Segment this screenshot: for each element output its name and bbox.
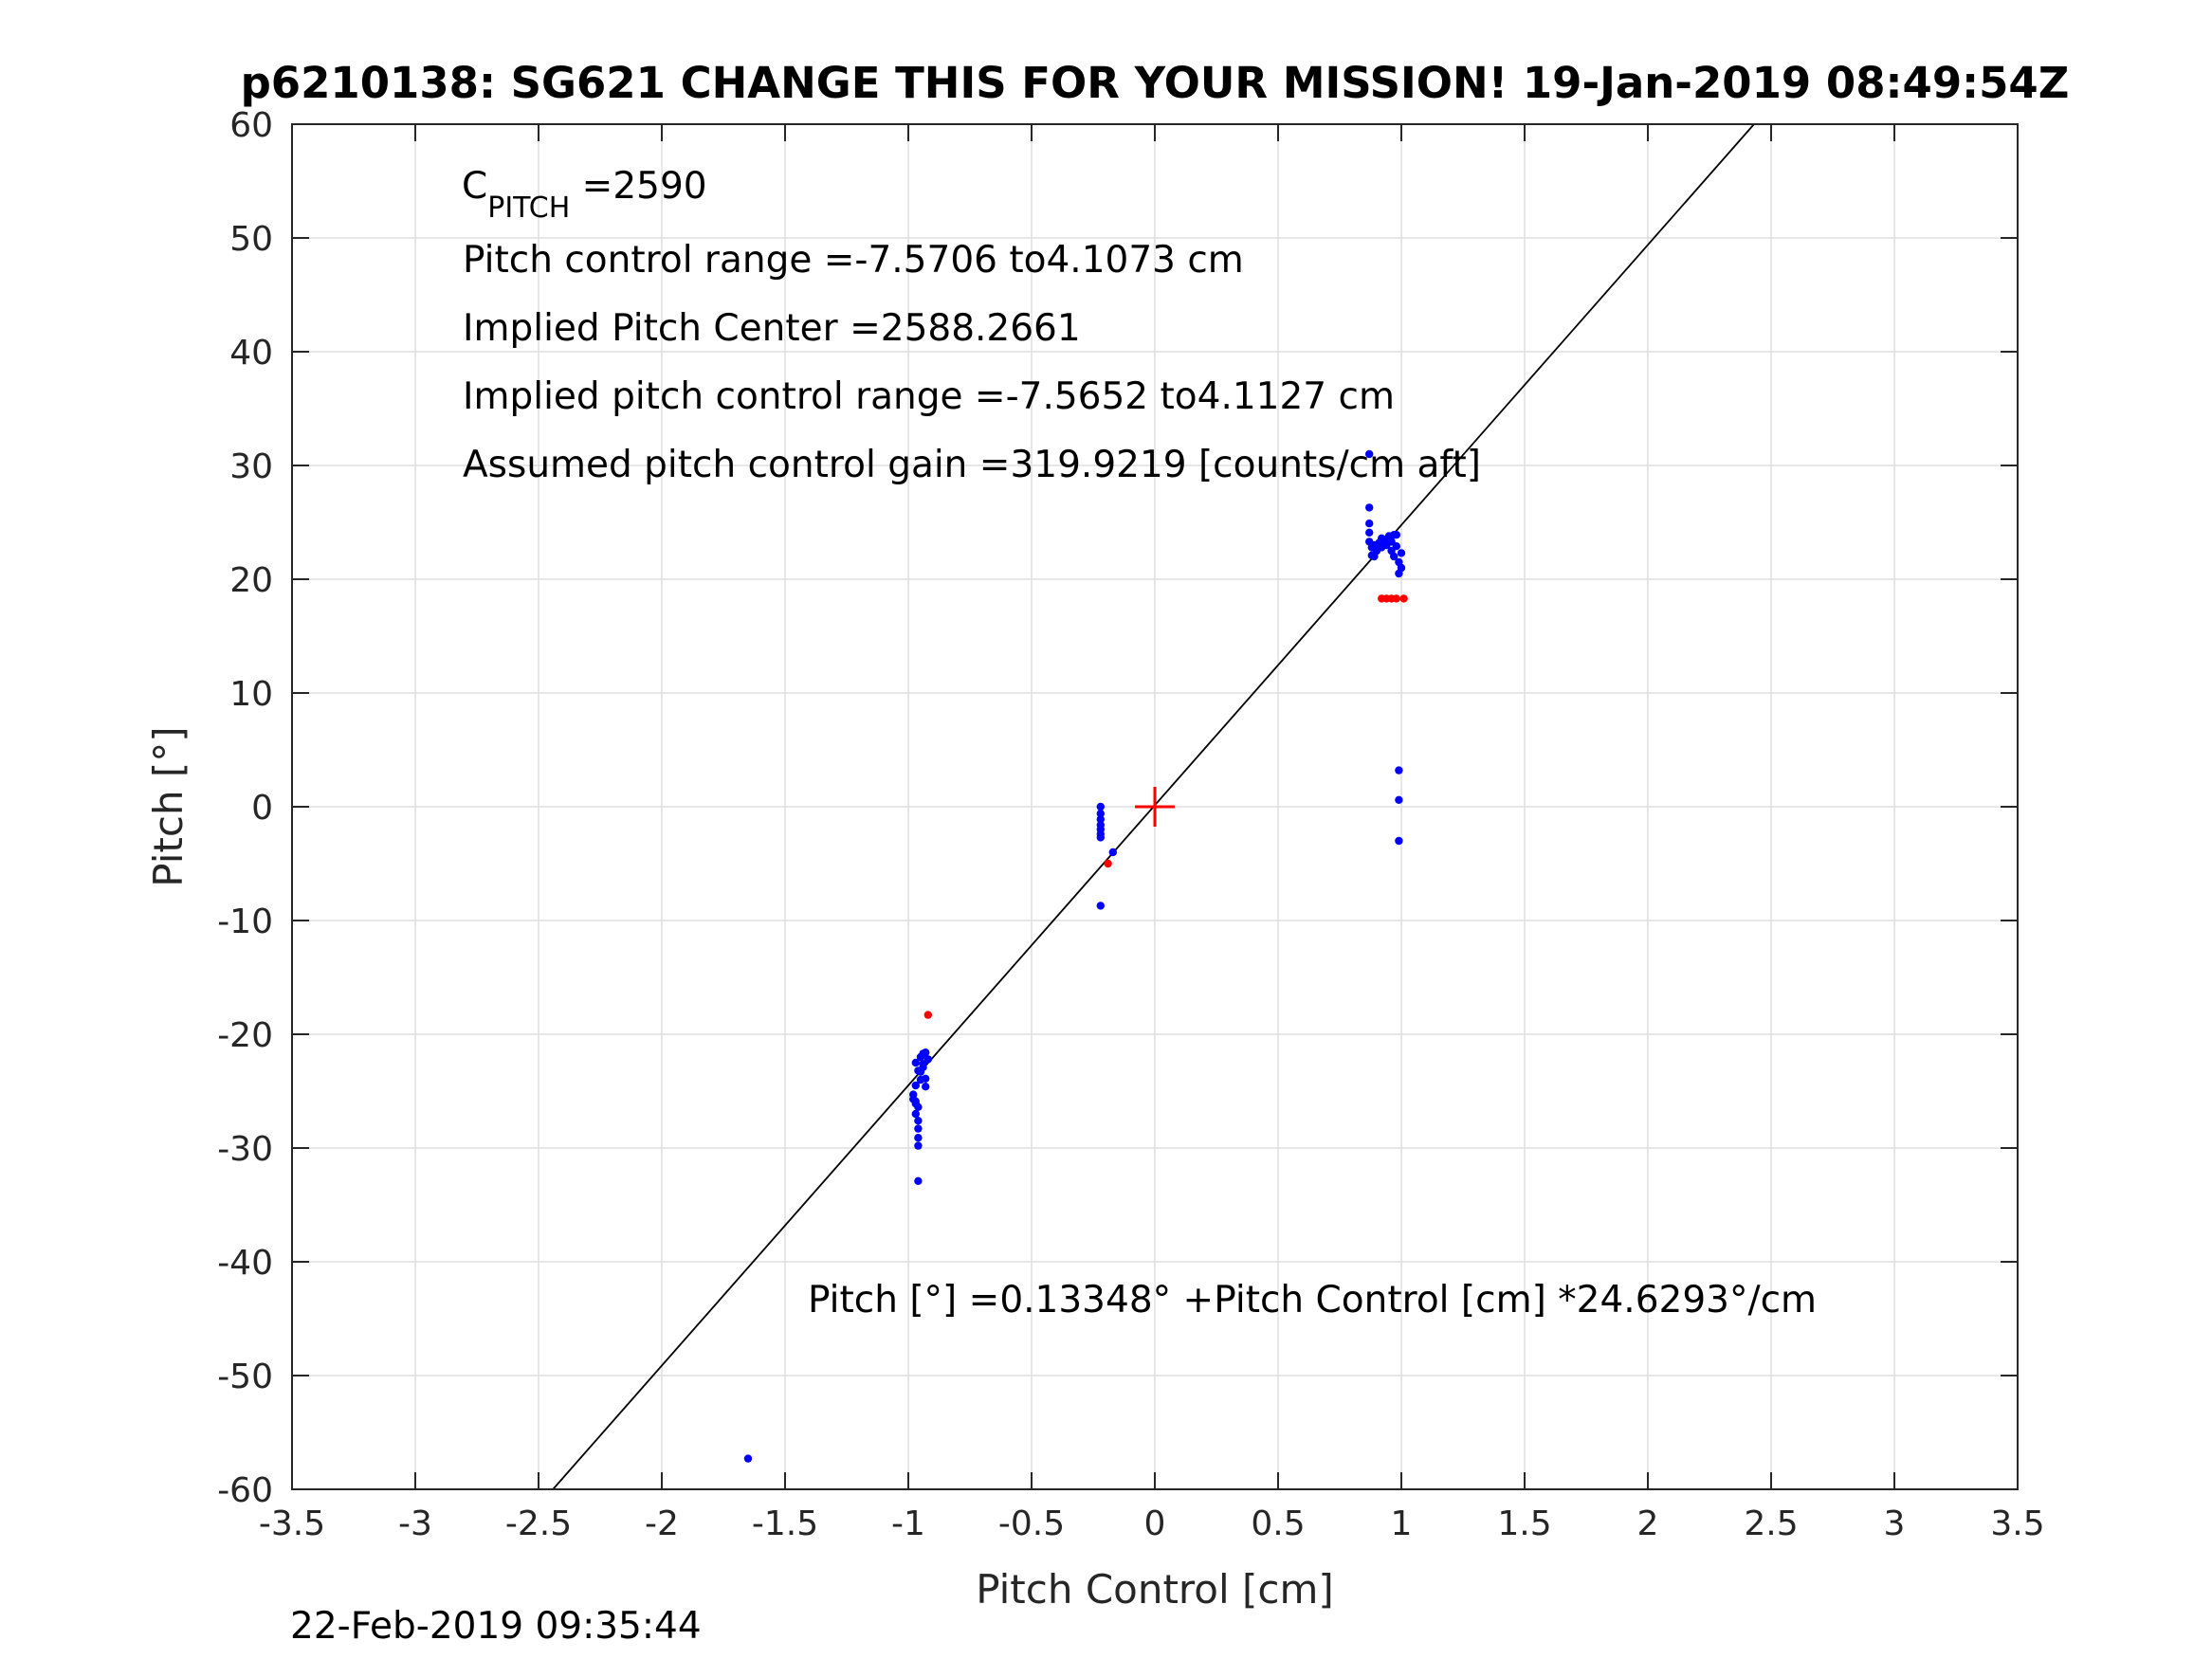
x-tick-label: -0.5 — [998, 1504, 1065, 1543]
data-point — [743, 1454, 753, 1463]
y-tick-label: -10 — [217, 902, 273, 941]
x-tick-label: -1.5 — [752, 1504, 818, 1543]
y-tick-label: -30 — [217, 1130, 273, 1169]
x-tick-label: 2.5 — [1744, 1504, 1798, 1543]
x-axis-label: Pitch Control [cm] — [976, 1566, 1334, 1613]
data-point — [909, 1095, 918, 1103]
data-point — [911, 1081, 920, 1090]
y-tick-label: -20 — [217, 1016, 273, 1055]
cpitch-base: C — [462, 165, 487, 208]
data-point — [1365, 528, 1374, 537]
y-tick-label: 20 — [229, 561, 273, 600]
x-tick-label: -3 — [398, 1504, 432, 1543]
x-tick-label: 3.5 — [1990, 1504, 2044, 1543]
data-point — [1390, 531, 1398, 539]
data-point — [1096, 815, 1106, 824]
y-axis-label: Pitch [°] — [145, 726, 192, 886]
data-points — [743, 449, 1408, 1463]
data-point — [1397, 549, 1406, 557]
timestamp: 22-Feb-2019 09:35:44 — [290, 1605, 702, 1648]
data-point — [1378, 534, 1386, 542]
data-point — [1096, 902, 1106, 910]
data-point — [1370, 552, 1379, 561]
x-tick-label: -3.5 — [259, 1504, 325, 1543]
x-tick-label: 1 — [1391, 1504, 1413, 1543]
y-tick-label: 40 — [229, 334, 273, 373]
data-point — [911, 1058, 920, 1067]
cpitch-subscript: PITCH — [487, 191, 570, 225]
data-point — [1096, 802, 1106, 811]
implied-range-annotation: Implied pitch control range =-7.5652 to4… — [463, 375, 1395, 418]
data-point — [922, 1083, 930, 1091]
assumed-gain-annotation: Assumed pitch control gain =319.9219 [co… — [463, 444, 1481, 486]
x-tick-label: 2 — [1637, 1504, 1659, 1543]
data-point — [911, 1109, 920, 1119]
data-point — [1395, 766, 1403, 775]
data-point — [1392, 594, 1401, 603]
data-point — [914, 1134, 923, 1142]
x-tick-label: 0.5 — [1251, 1504, 1305, 1543]
fit-equation-annotation: Pitch [°] =0.13348° +Pitch Control [cm] … — [808, 1279, 1817, 1322]
data-point — [1397, 563, 1406, 573]
data-point — [1365, 449, 1374, 459]
cpitch-annotation: CPITCH =2590 — [462, 165, 707, 225]
chart-title: p6210138: SG621 CHANGE THIS FOR YOUR MIS… — [241, 58, 2070, 108]
y-tick-label: -60 — [217, 1471, 273, 1510]
data-point — [1096, 833, 1106, 842]
data-point — [923, 1055, 932, 1064]
y-tick-label: 30 — [229, 447, 273, 486]
x-tick-label: 0 — [1144, 1504, 1166, 1543]
data-point — [914, 1141, 923, 1150]
data-point — [914, 1176, 923, 1186]
data-point — [1395, 795, 1403, 804]
y-tick-label: 0 — [251, 789, 273, 828]
data-point — [1104, 859, 1112, 868]
data-point — [1096, 810, 1106, 818]
data-point — [1365, 503, 1374, 512]
data-point — [1390, 552, 1398, 561]
ticks: -3.5 -3 -2.5 -2 -1.5 -1 -0.5 0 0.5 1 1.5 2 2.5 3 3.5 -6… — [217, 106, 2044, 1543]
y-tick-label: 50 — [229, 220, 273, 259]
x-tick-label: -2 — [645, 1504, 679, 1543]
cpitch-value: =2590 — [570, 165, 706, 208]
implied-center-annotation: Implied Pitch Center =2588.2661 — [463, 307, 1081, 350]
x-tick-label: 3 — [1884, 1504, 1906, 1543]
x-tick-label: 1.5 — [1497, 1504, 1551, 1543]
y-tick-label: 60 — [229, 106, 273, 145]
data-point — [923, 1011, 932, 1019]
data-point — [1365, 520, 1374, 528]
pitch-range-annotation: Pitch control range =-7.5706 to4.1073 cm — [463, 239, 1244, 282]
y-tick-label: 10 — [229, 675, 273, 714]
y-tick-label: -40 — [217, 1244, 273, 1283]
data-point — [1395, 836, 1403, 846]
marker-layer — [1135, 787, 1175, 827]
data-point — [1108, 848, 1118, 857]
y-tick-label: -50 — [217, 1358, 273, 1396]
data-point — [914, 1124, 923, 1133]
data-point — [914, 1117, 923, 1125]
x-tick-label: -1 — [891, 1504, 925, 1543]
data-point — [1392, 542, 1401, 551]
data-point — [922, 1048, 930, 1057]
data-point — [916, 1075, 925, 1085]
data-point — [1399, 594, 1408, 603]
x-tick-label: -2.5 — [505, 1504, 572, 1543]
data-point — [919, 1063, 927, 1072]
